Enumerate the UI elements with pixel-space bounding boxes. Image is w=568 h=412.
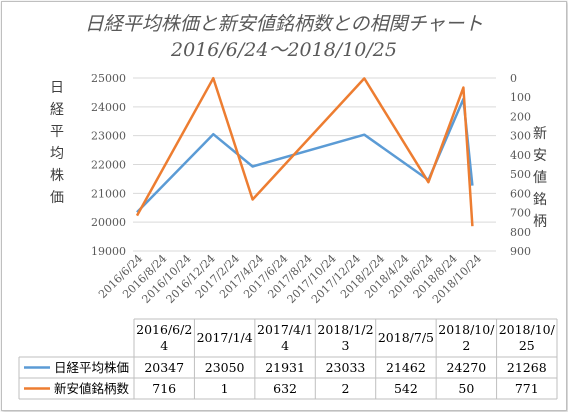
left-tick-label: 23000 bbox=[91, 130, 126, 143]
legend-label: 日経平均株価 bbox=[54, 360, 129, 375]
left-tick-label: 19000 bbox=[91, 245, 126, 258]
right-tick-label: 100 bbox=[510, 91, 531, 104]
table-value-cell: 50 bbox=[458, 381, 474, 396]
right-tick-label: 900 bbox=[510, 245, 531, 258]
right-tick-label: 600 bbox=[510, 187, 531, 200]
table-value-cell: 21931 bbox=[265, 360, 305, 375]
right-tick-label: 0 bbox=[510, 72, 517, 85]
table-header-cell: 2018/10/2 bbox=[438, 322, 495, 353]
right-tick-label: 800 bbox=[510, 226, 531, 239]
left-tick-label: 25000 bbox=[91, 72, 126, 85]
left-tick-label: 21000 bbox=[91, 187, 126, 200]
table-value-cell: 23050 bbox=[205, 360, 245, 375]
right-axis-ticks: 0 100 200 300 400 500 600 700 800 900 bbox=[510, 72, 531, 258]
axis-title: 新安値銘柄 bbox=[533, 126, 547, 230]
table-header-cell: 2018/7/5 bbox=[378, 330, 434, 345]
table-header-cell: 2017/1/4 bbox=[197, 330, 253, 345]
nikkei-line bbox=[136, 97, 474, 214]
table-value-cell: 21268 bbox=[507, 360, 547, 375]
chart-title: 日経平均株価と新安値銘柄数との相関チャート bbox=[85, 13, 484, 35]
axis-title: 日経平均株価 bbox=[50, 80, 64, 206]
right-tick-label: 300 bbox=[510, 130, 531, 143]
series-lines bbox=[135, 76, 474, 227]
table-value-cell: 2 bbox=[342, 381, 350, 396]
table-value-cell: 716 bbox=[152, 381, 176, 396]
table-header-cell: 2018/10/25 bbox=[499, 322, 556, 353]
table-value-cell: 771 bbox=[515, 381, 539, 396]
table-value-cell: 24270 bbox=[446, 360, 486, 375]
chart-subtitle: 2016/6/24～2018/10/25 bbox=[170, 39, 397, 61]
left-axis-label: 日経平均株価 bbox=[50, 80, 64, 206]
left-tick-label: 22000 bbox=[91, 159, 126, 172]
right-tick-label: 500 bbox=[510, 168, 531, 181]
gridlines bbox=[133, 77, 496, 252]
right-axis-label: 新安値銘柄 bbox=[533, 126, 547, 230]
right-tick-label: 700 bbox=[510, 207, 531, 220]
table-value-cell: 1 bbox=[221, 381, 229, 396]
table-header-cell: 2017/4/1 4 bbox=[257, 322, 313, 353]
table-value-cell: 542 bbox=[394, 381, 418, 396]
table-header-cell: 2018/1/2 3 bbox=[317, 322, 373, 353]
table-value-cell: 632 bbox=[273, 381, 297, 396]
legend-label: 新安値銘柄数 bbox=[54, 381, 130, 396]
table-value-cell: 23033 bbox=[326, 360, 366, 375]
left-tick-label: 20000 bbox=[91, 216, 126, 229]
left-axis-ticks: 19000 20000 21000 22000 23000 24000 25000 bbox=[91, 72, 126, 258]
left-tick-label: 24000 bbox=[91, 101, 126, 114]
new-lows-line bbox=[135, 76, 474, 227]
table-value-cell: 21462 bbox=[386, 360, 426, 375]
x-axis-ticks: 2016/6/242016/8/242016/10/242016/12/2420… bbox=[96, 252, 484, 306]
table-value-cell: 20347 bbox=[144, 360, 184, 375]
table-header-cell: 2016/6/2 4 bbox=[136, 322, 192, 353]
right-tick-label: 200 bbox=[510, 110, 531, 123]
right-tick-label: 400 bbox=[510, 149, 531, 162]
